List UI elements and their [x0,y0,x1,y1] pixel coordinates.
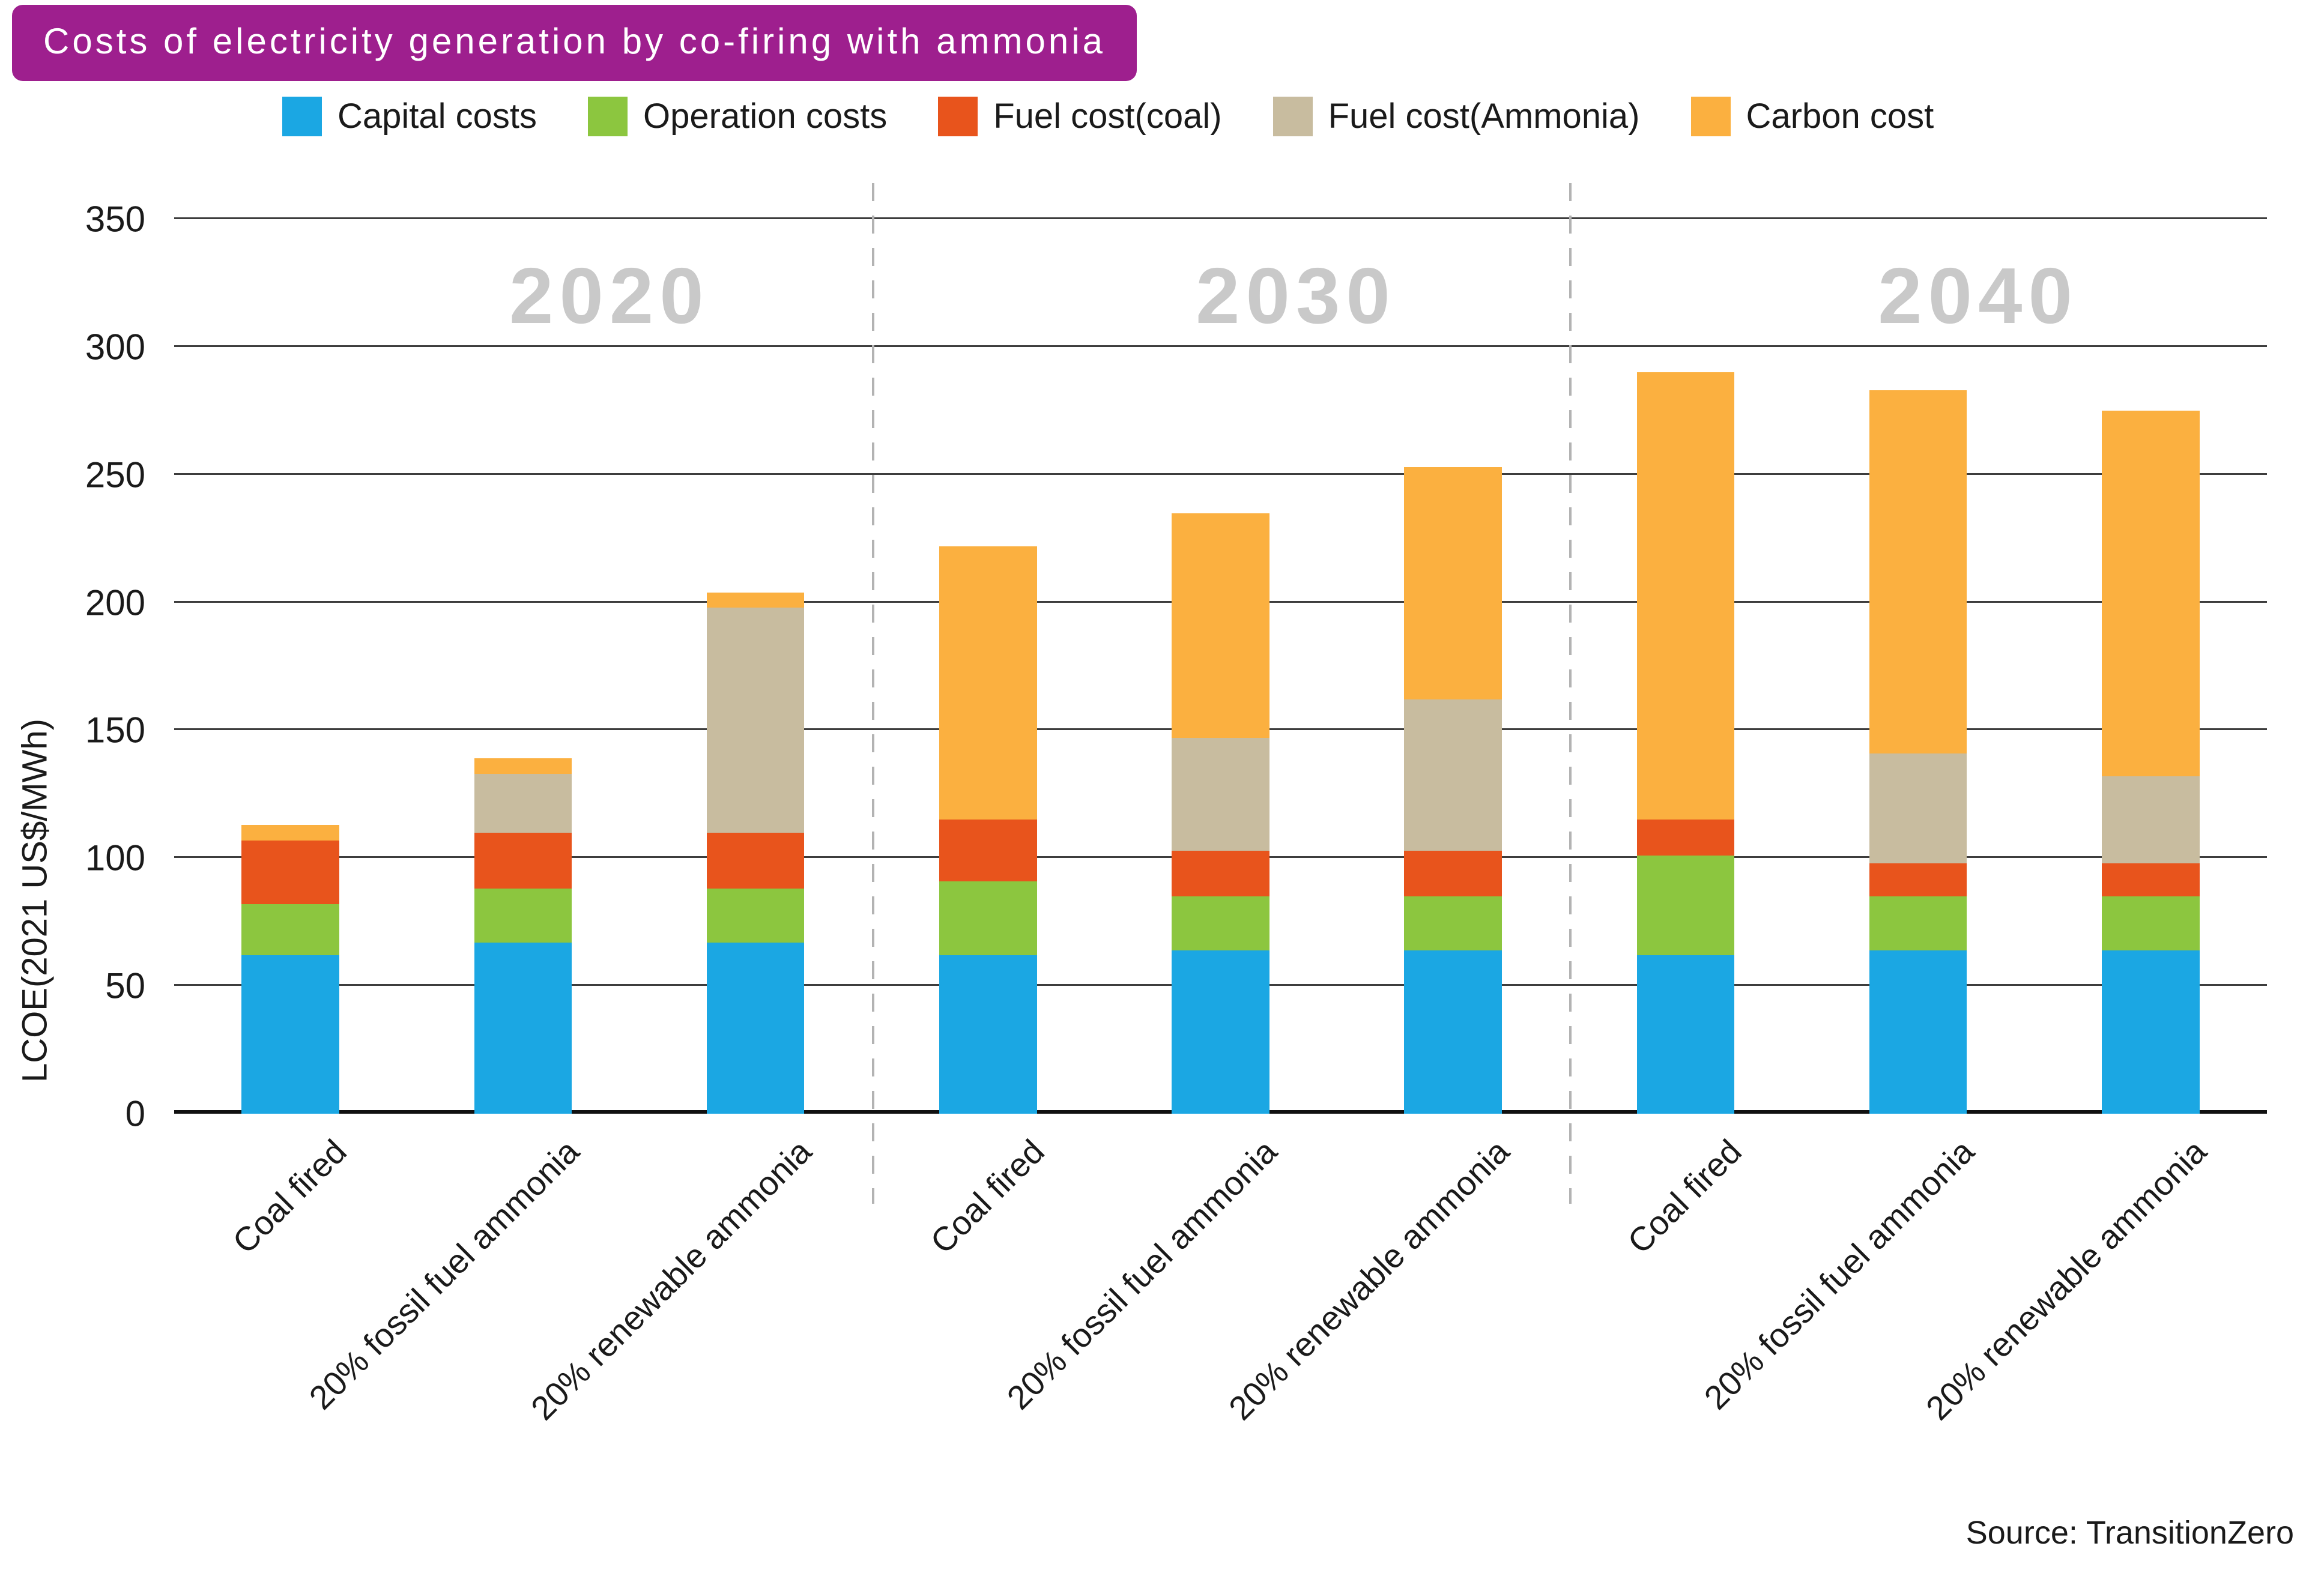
chart-title: Costs of electricity generation by co-fi… [12,5,1137,81]
bar-segment [474,773,572,833]
y-tick-label: 150 [85,710,145,750]
legend-item: Fuel cost(Ammonia) [1272,96,1640,136]
x-axis-label: 20% fossil fuel ammonia [999,1132,1284,1417]
bar-segment [1869,896,1967,950]
bar-segment [1404,699,1502,851]
bar-segment [2102,411,2200,777]
bar-segment [706,832,805,889]
legend-item: Fuel cost(coal) [938,96,1222,136]
bar-segment [1404,466,1502,700]
bar-segment [706,592,805,608]
x-axis-label: 20% fossil fuel ammonia [301,1132,587,1417]
bar-segment [939,881,1037,956]
bar-segment [939,955,1037,1114]
legend-swatch-icon [282,96,322,136]
bar-segment [1869,390,1967,753]
bar-segment [2102,896,2200,950]
bar-segment [2102,776,2200,863]
gridline [174,345,2267,347]
bar-segment [1636,856,1735,956]
gridline [174,217,2267,219]
bar-segment [2102,950,2200,1114]
bar-segment [1172,738,1269,851]
y-tick-label: 200 [85,582,145,623]
x-axis-label: Coal fired [922,1132,1052,1261]
bar-segment [241,840,339,904]
y-tick-label: 300 [85,327,145,367]
bar-segment [474,832,572,889]
y-tick-label: 50 [105,965,145,1006]
gridline [174,472,2267,475]
legend: Capital costs Operation costs Fuel cost(co… [282,96,1934,136]
legend-label: Fuel cost(Ammonia) [1328,97,1640,136]
group-separator-line [1569,183,1572,1204]
year-label: 2040 [1878,252,2078,340]
bar-segment [1172,850,1269,897]
bar-segment [1404,896,1502,950]
bar-segment [939,546,1037,820]
legend-swatch-icon [1272,96,1313,136]
bar-segment [1636,955,1735,1114]
y-tick-label: 0 [125,1093,145,1134]
bar-segment [706,889,805,943]
group-separator-line [871,183,874,1204]
year-label: 2030 [1196,252,1396,340]
source-credit: Source: TransitionZero [1965,1515,2294,1551]
legend-label: Carbon cost [1746,97,1934,136]
legend-label: Fuel cost(coal) [993,97,1222,136]
bar-segment [1636,820,1735,856]
bar-segment [474,942,572,1114]
bar-segment [939,820,1037,881]
bar-segment [241,904,339,956]
bar-segment [1404,950,1502,1114]
legend-swatch-icon [588,96,628,136]
y-tick-label: 100 [85,838,145,878]
legend-item: Carbon cost [1690,96,1934,136]
bar-segment [1636,372,1735,820]
bar-segment [241,824,339,841]
bar-segment [2102,863,2200,897]
legend-label: Capital costs [337,97,537,136]
bar-segment [1869,753,1967,863]
bar-segment [1172,513,1269,738]
bar-segment [1404,850,1502,897]
bar-segment [1869,863,1967,897]
legend-swatch-icon [1690,96,1731,136]
y-axis-ticks: 0 50 100 150 200 250 300 350 [18,199,145,1134]
y-tick-label: 350 [85,199,145,240]
year-label: 2020 [509,252,710,340]
bar-segment [474,889,572,943]
bar-segment [1172,896,1269,950]
legend-swatch-icon [938,96,978,136]
legend-label: Operation costs [643,97,888,136]
bar-segment [706,942,805,1114]
x-axis-label: Coal fired [225,1132,354,1261]
bar-segment [241,955,339,1114]
x-axis-label: 20% fossil fuel ammonia [1696,1132,1982,1417]
y-tick-label: 250 [85,454,145,495]
bar-segment [706,608,805,833]
bar-segment [1172,950,1269,1114]
bar-segment [474,758,572,774]
legend-item: Operation costs [588,96,887,136]
legend-item: Capital costs [282,96,537,136]
plot-area: 2020 2030 2040 Coal fired 20% fossil fuel am… [174,183,2267,1427]
bar-segment [1869,950,1967,1114]
x-axis-label: Coal fired [1620,1132,1749,1261]
